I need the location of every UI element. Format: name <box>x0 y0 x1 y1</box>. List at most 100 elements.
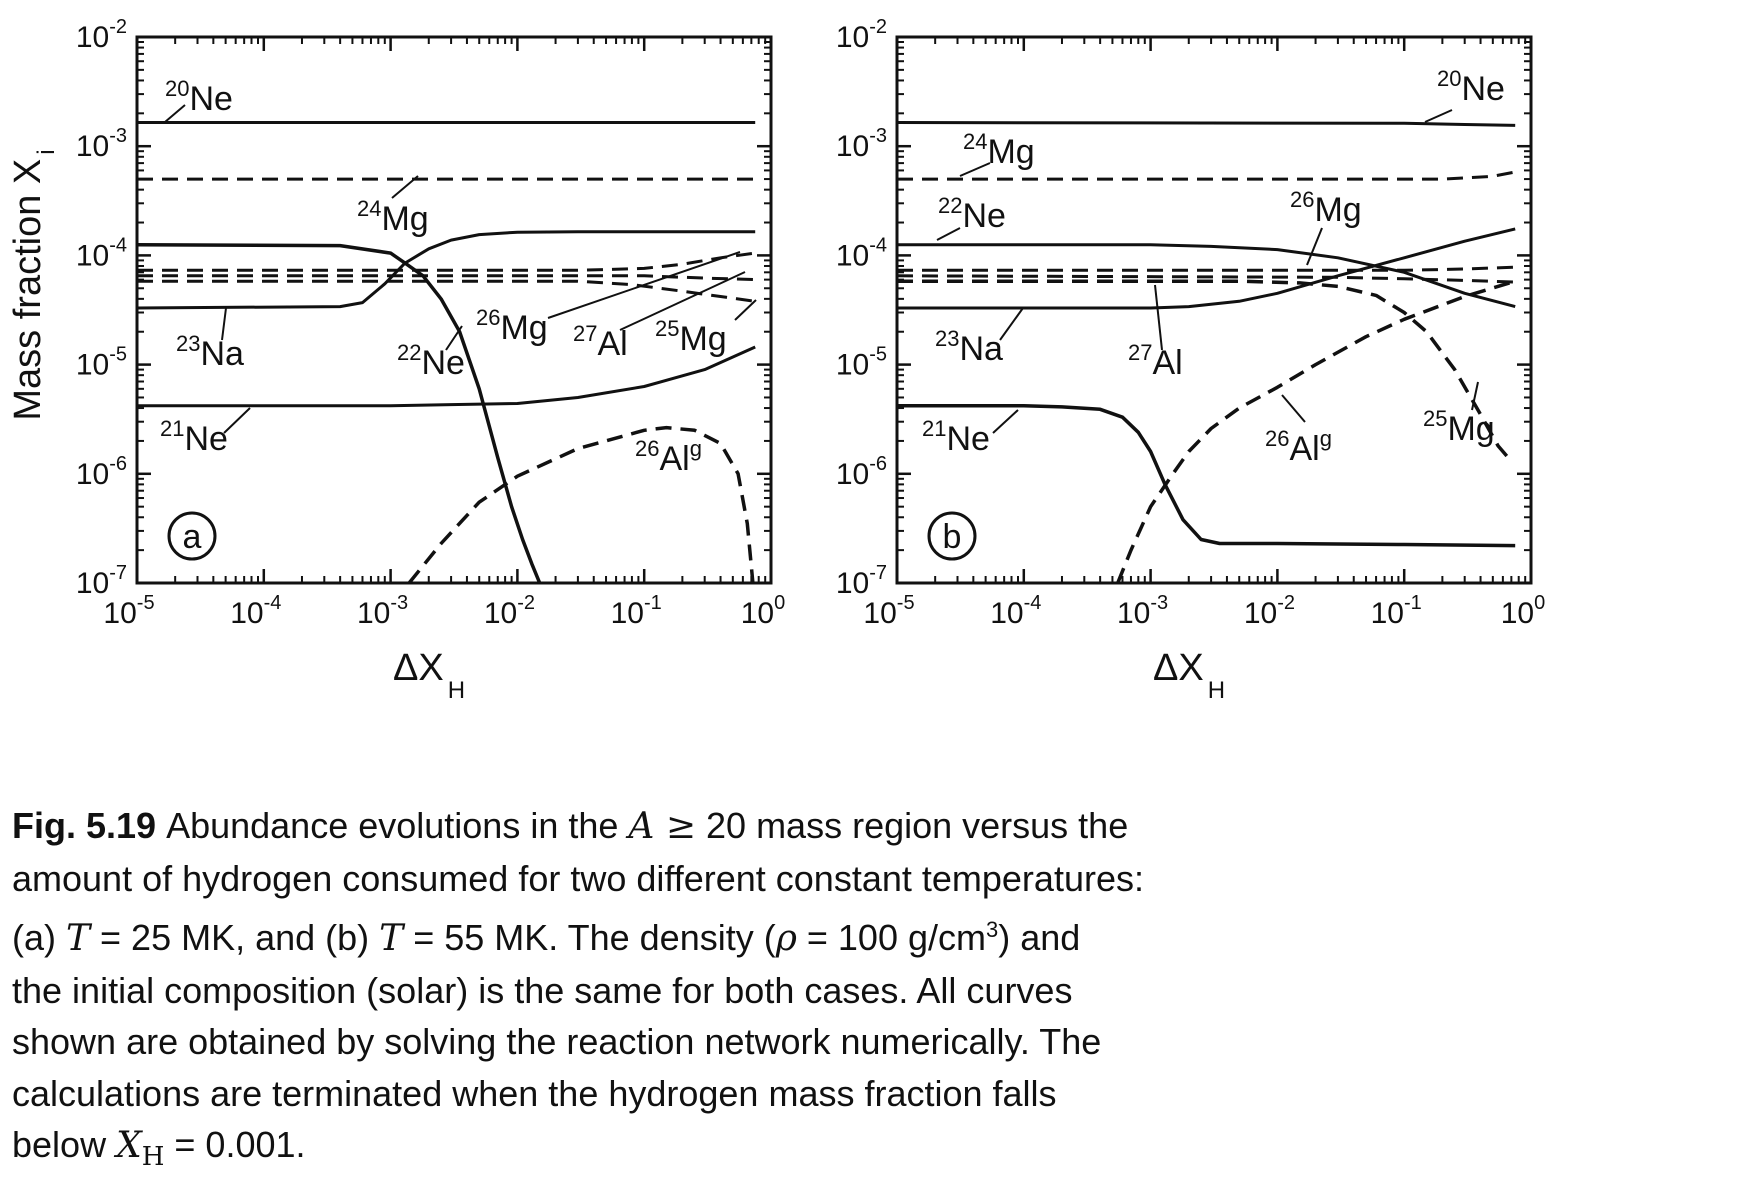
tick-label-exponent: 0 <box>1534 592 1545 614</box>
y-tick-label: 10-6 <box>76 453 127 491</box>
x-tick-label: 10-5 <box>103 592 154 630</box>
caption-line-7: below XH = 0.001. <box>12 1119 1732 1184</box>
series-label-element: Ne <box>189 80 232 118</box>
tick-label-base: 10 <box>1371 597 1404 630</box>
caption-line-1: Fig. 5.19 Abundance evolutions in the A ≥… <box>12 800 1732 853</box>
tick-label-base: 10 <box>836 349 869 382</box>
leader-line-26Alg <box>1281 394 1306 423</box>
tick-label-exponent: -1 <box>1404 592 1422 614</box>
tick-label-base: 10 <box>836 239 869 272</box>
series-line-26Alg <box>407 425 755 583</box>
x-tick-label: 10-4 <box>990 592 1041 630</box>
caption-line-4: the initial composition (solar) is the s… <box>12 969 1073 1011</box>
series-line-20Ne <box>897 121 1516 127</box>
leader-line-23Na <box>221 307 227 341</box>
caption-text: = 25 MK, and (b) <box>90 917 380 958</box>
series-label-element: Ne <box>962 197 1005 235</box>
series-label-22Ne: 22Ne <box>938 193 1006 235</box>
leader-line-26Mg <box>547 251 741 319</box>
series-label-mass-number: 27 <box>1128 340 1152 365</box>
chart-panel-b: 10-5 10-4 10-3 10-2 10-1 10010-210-310-410-51… <box>836 16 1545 704</box>
plot-frame <box>135 35 773 585</box>
tick-label-exponent: -5 <box>109 344 127 366</box>
series-label-element: Mg <box>500 309 547 347</box>
series-label-mass-number: 26 <box>1290 187 1314 212</box>
series-label-element: Mg <box>381 200 428 238</box>
series-label-element: Mg <box>1447 410 1494 448</box>
panel-label: a <box>183 518 202 556</box>
series-label-element: Al <box>1152 344 1182 382</box>
tick-label-base: 10 <box>863 597 896 630</box>
series-label-26Alg: 26Alg <box>635 436 702 478</box>
series-line-21Ne <box>137 345 756 408</box>
x-axis-label: ΔXH <box>1153 647 1225 704</box>
series-line-23Na <box>897 227 1516 310</box>
x-tick-label: 10-2 <box>1244 592 1295 630</box>
caption-line-5: shown are obtained by solving the reacti… <box>12 1021 1102 1062</box>
tick-label-base: 10 <box>76 130 109 163</box>
series-group <box>897 121 1516 583</box>
series-label-element: Ne <box>184 420 227 458</box>
tick-label-exponent: -4 <box>1024 592 1042 614</box>
tick-label-exponent: -3 <box>869 125 887 147</box>
tick-label-exponent: 0 <box>774 592 785 614</box>
tick-label-base: 10 <box>836 458 869 491</box>
series-label-mass-number: 26 <box>635 436 659 461</box>
tick-label-exponent: -3 <box>1150 592 1168 614</box>
series-label-25Mg: 25Mg <box>1423 406 1495 448</box>
series-label-mass-number: 25 <box>655 316 679 341</box>
leader-line-21Ne <box>223 407 251 434</box>
caption-math: T <box>66 918 91 959</box>
axis-label-text: Mass fraction X <box>7 159 49 421</box>
tick-label-exponent: -7 <box>869 562 887 584</box>
series-group <box>137 121 756 583</box>
tick-label-base: 10 <box>484 597 517 630</box>
x-tick-label: 10-1 <box>1371 592 1422 630</box>
tick-label-base: 10 <box>1244 597 1277 630</box>
tick-label-exponent: -5 <box>137 592 155 614</box>
tick-label-exponent: -2 <box>517 592 535 614</box>
y-tick-label: 10-7 <box>836 562 887 600</box>
series-label-24Mg: 24Mg <box>963 129 1035 171</box>
x-tick-label: 10-2 <box>484 592 535 630</box>
caption-text: = 0.001. <box>164 1124 306 1165</box>
tick-label-base: 10 <box>76 458 109 491</box>
y-tick-label: 10-4 <box>836 234 887 272</box>
series-label-27Al: 27Al <box>1128 340 1183 382</box>
y-axis-label: Mass fraction X i <box>7 149 60 420</box>
leader-line-24Mg <box>391 175 419 199</box>
series-label-25Mg: 25Mg <box>655 316 727 358</box>
series-label-element: Na <box>959 330 1003 368</box>
tick-label-exponent: -2 <box>1277 592 1295 614</box>
tick-label-base: 10 <box>611 597 644 630</box>
tick-label-base: 10 <box>76 567 109 600</box>
tick-label-exponent: -7 <box>109 562 127 584</box>
series-label-26Alg: 26Alg <box>1265 426 1332 468</box>
tick-label-base: 10 <box>76 21 109 54</box>
series-label-element: Mg <box>987 133 1034 171</box>
caption-text: = 100 g/cm <box>796 917 986 958</box>
tick-label-base: 10 <box>230 597 263 630</box>
series-label-20Ne: 20Ne <box>1437 66 1505 108</box>
series-label-mass-number: 26 <box>476 305 500 330</box>
tick-label-base: 10 <box>836 567 869 600</box>
series-label-element: Ne <box>1461 70 1504 108</box>
tick-label-exponent: -3 <box>109 125 127 147</box>
axis-label-subscript: H <box>448 677 465 704</box>
leader-line-25Mg <box>1471 381 1479 411</box>
caption-text: (a) <box>12 917 66 958</box>
caption-text: 20 mass region versus the <box>696 805 1129 846</box>
tick-label-exponent: -4 <box>264 592 282 614</box>
tick-label-exponent: -1 <box>644 592 662 614</box>
caption-math: ρ <box>775 918 797 959</box>
leader-line-25Mg <box>734 299 757 321</box>
caption-math: T <box>379 918 404 959</box>
panel-label: b <box>943 518 962 556</box>
series-label-mass-number: 25 <box>1423 406 1447 431</box>
caption-superscript: 3 <box>985 917 999 942</box>
caption-subscript: H <box>141 1142 165 1173</box>
series-line-22Ne <box>137 243 542 583</box>
tick-label-exponent: -5 <box>897 592 915 614</box>
tick-label-exponent: -2 <box>869 16 887 38</box>
tick-label-exponent: -2 <box>109 16 127 38</box>
